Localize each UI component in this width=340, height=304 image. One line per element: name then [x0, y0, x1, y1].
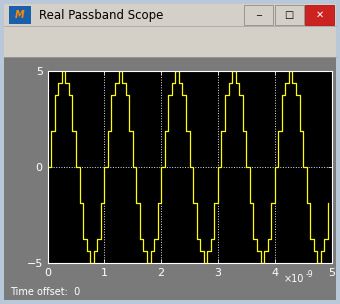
Bar — [305, 5, 334, 25]
Bar — [4, 26, 336, 57]
Bar — [275, 5, 304, 25]
Text: ×10: ×10 — [284, 274, 304, 284]
Text: ─: ─ — [256, 11, 261, 19]
Text: ✕: ✕ — [316, 10, 324, 20]
Bar — [4, 4, 336, 26]
Text: -9: -9 — [305, 270, 313, 279]
Text: Real Passband Scope: Real Passband Scope — [39, 9, 164, 22]
Text: Time offset:  0: Time offset: 0 — [10, 287, 81, 297]
Text: □: □ — [285, 10, 294, 20]
Bar — [8, 6, 31, 24]
Text: M: M — [15, 10, 24, 20]
Bar — [244, 5, 273, 25]
